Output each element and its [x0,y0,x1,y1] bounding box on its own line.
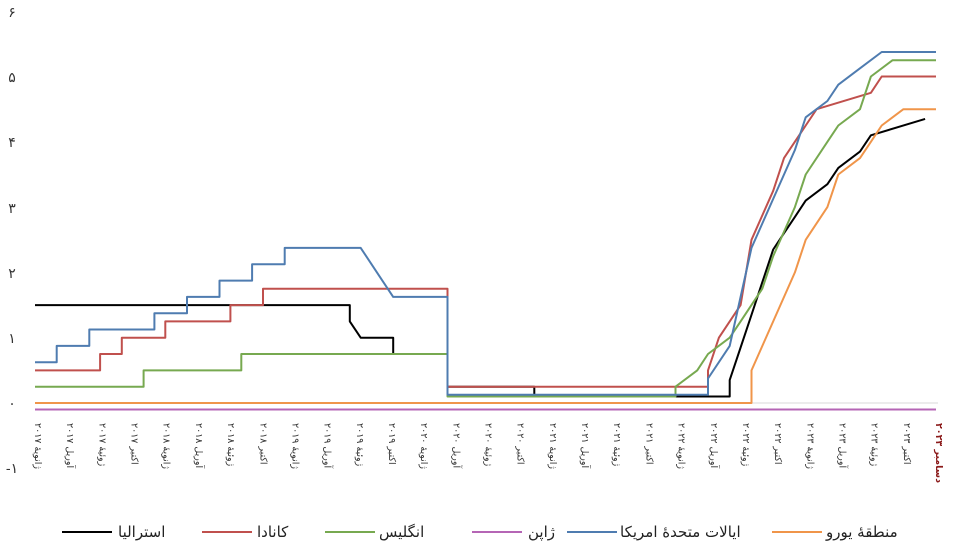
y-tick-label: ۵ [8,70,16,86]
legend: استرالیا کانادا انگلیس ژاپن ایالات متحده… [62,523,898,542]
series-line-australia [35,117,926,398]
x-tick-label: اکتبر ۲۰۲۰ [515,423,526,465]
legend-item-australia: استرالیا [62,523,165,541]
x-tick-label: ژوئیهٔ ۲۰۱۹ [354,423,365,467]
x-tick-label: آوریل ۲۰۱۹ [322,423,335,468]
x-tick-label: ژوئیهٔ ۲۰۲۱ [611,423,622,467]
x-tick-label: اکتبر ۲۰۲۲ [772,423,783,465]
x-tick-label: اکتبر ۲۰۱۷ [129,423,140,465]
x-tick-label: ژوئیهٔ ۲۰۲۲ [740,423,751,467]
legend-label: ایالات متحدهٔ امریکا [620,523,741,541]
y-tick-label: ۶ [8,5,16,21]
x-tick-label: ژانویهٔ ۲۰۱۷ [32,423,43,469]
y-tick-label: -۱ [6,461,18,477]
legend-item-eurozone: منطقهٔ یورو [772,523,898,541]
x-axis-tick-labels: ژانویهٔ ۲۰۱۷ آوریل ۲۰۱۷ ژوئیهٔ ۲۰۱۷ اکتبر ۲… [32,423,944,483]
x-tick-label: ژوئیهٔ ۲۰۲۳ [869,423,880,467]
legend-item-usa: ایالات متحدهٔ امریکا [567,523,741,541]
x-tick-label: ژوئیهٔ ۲۰۱۸ [225,423,236,467]
legend-label: ژاپن [528,523,555,542]
x-tick-label: ژانویهٔ ۲۰۲۲ [676,423,687,469]
y-tick-label: ۲ [8,266,16,282]
x-tick-label: آوریل ۲۰۲۳ [837,423,850,468]
legend-label: انگلیس [379,523,424,541]
legend-label: استرالیا [118,523,165,541]
x-tick-label: ژانویهٔ ۲۰۲۱ [547,423,558,469]
x-tick-label: آوریل ۲۰۲۰ [450,423,463,468]
x-tick-label: اکتبر ۲۰۱۹ [386,423,397,465]
x-tick-label: اکتبر ۲۰۲۳ [901,423,912,465]
x-tick-label: ژانویهٔ ۲۰۱۸ [161,423,172,469]
x-tick-label: ژانویهٔ ۲۰۲۰ [418,423,429,469]
series-lines [35,51,936,411]
x-tick-label: اکتبر ۲۰۱۸ [257,423,268,465]
x-tick-label: آوریل ۲۰۱۷ [64,423,77,468]
x-tick-label: ژوئیهٔ ۲۰۲۰ [483,423,494,467]
x-tick-label: آوریل ۲۰۲۲ [708,423,721,468]
x-tick-label: آوریل ۲۰۱۸ [193,423,206,468]
series-line-eurozone [35,108,936,404]
legend-item-japan: ژاپن [472,523,555,542]
y-tick-label: ۴ [8,135,16,151]
x-tick-label: ژوئیهٔ ۲۰۱۷ [96,423,107,467]
y-tick-label: ۳ [8,201,16,217]
legend-label: کانادا [257,523,289,541]
x-tick-label: ژانویهٔ ۲۰۱۹ [289,423,300,469]
x-tick-label: ژانویهٔ ۲۰۲۳ [804,423,815,469]
x-tick-label: اکتبر ۲۰۲۱ [643,423,654,465]
y-tick-label: ۱ [8,331,16,347]
legend-label: منطقهٔ یورو [825,523,898,541]
y-axis-tick-labels: ۶ ۵ ۴ ۳ ۲ ۱ ۰ -۱ [6,5,18,477]
legend-item-uk: انگلیس [325,523,424,541]
series-line-usa [35,51,936,396]
y-tick-label: ۰ [8,396,16,412]
series-line-canada [35,75,936,388]
x-tick-label: آوریل ۲۰۲۱ [579,423,592,468]
x-tick-label: دسامبر ۲۰۲۳ [933,423,944,483]
series-line-uk [35,59,936,398]
legend-item-canada: کانادا [202,523,289,541]
